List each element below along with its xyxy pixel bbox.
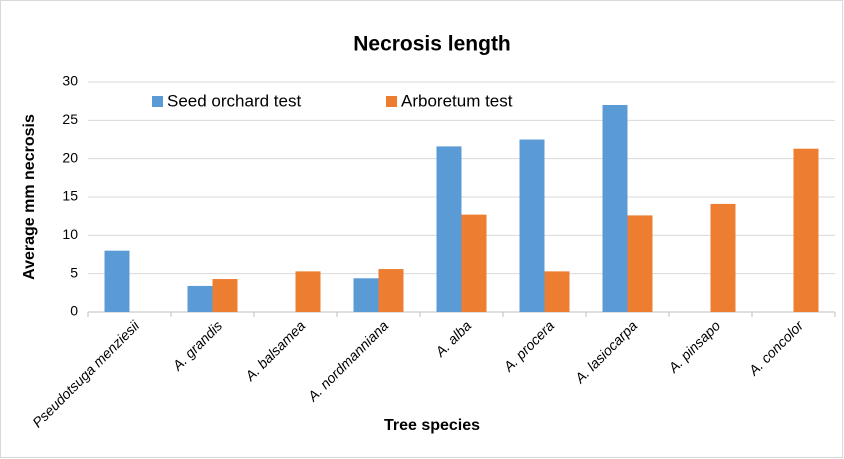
bar	[602, 105, 628, 312]
legend-label: Arboretum test	[401, 91, 513, 110]
bar	[378, 269, 404, 312]
y-tick-label: 10	[62, 226, 78, 242]
bar	[212, 279, 238, 312]
y-axis-title: Average mm necrosis	[21, 114, 38, 280]
legend-swatch	[386, 96, 397, 107]
bar	[187, 285, 213, 312]
bar	[793, 148, 819, 312]
y-tick-label: 25	[62, 111, 78, 127]
bar	[104, 250, 130, 312]
legend-swatch	[152, 96, 163, 107]
bar	[710, 203, 736, 312]
bar	[519, 139, 545, 312]
y-tick-label: 15	[62, 188, 78, 204]
y-tick-label: 20	[62, 149, 78, 165]
bar	[436, 146, 462, 312]
y-tick-label: 5	[70, 264, 78, 280]
legend-label: Seed orchard test	[167, 91, 301, 110]
bar	[461, 214, 487, 312]
bar	[353, 278, 379, 312]
bar	[627, 215, 653, 312]
bar	[544, 271, 570, 312]
x-axis-title: Tree species	[384, 417, 480, 434]
chart-title: Necrosis length	[353, 33, 511, 56]
y-tick-label: 0	[70, 303, 78, 319]
bar	[295, 271, 321, 312]
y-tick-label: 30	[62, 73, 78, 89]
